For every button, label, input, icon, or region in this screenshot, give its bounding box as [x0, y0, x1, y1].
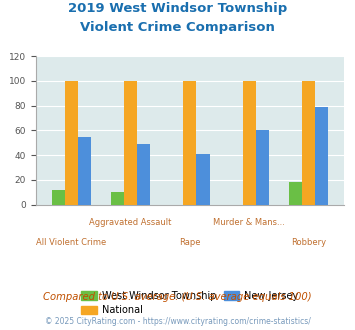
Bar	[111, 192, 124, 205]
Text: All Violent Crime: All Violent Crime	[36, 238, 106, 247]
Text: © 2025 CityRating.com - https://www.cityrating.com/crime-statistics/: © 2025 CityRating.com - https://www.city…	[45, 317, 310, 326]
Text: Rape: Rape	[179, 238, 201, 247]
Bar	[65, 81, 78, 205]
Text: 2019 West Windsor Township: 2019 West Windsor Township	[68, 2, 287, 15]
Text: Violent Crime Comparison: Violent Crime Comparison	[80, 21, 275, 34]
Text: Robbery: Robbery	[291, 238, 326, 247]
Text: Compared to U.S. average. (U.S. average equals 100): Compared to U.S. average. (U.S. average …	[43, 292, 312, 302]
Bar	[78, 137, 91, 205]
Bar	[243, 81, 256, 205]
Bar	[315, 107, 328, 205]
Bar	[196, 154, 209, 205]
Bar	[124, 81, 137, 205]
Text: Aggravated Assault: Aggravated Assault	[89, 218, 172, 227]
Bar	[289, 182, 302, 205]
Legend: West Windsor Township, National, New Jersey: West Windsor Township, National, New Jer…	[77, 287, 302, 319]
Text: Murder & Mans...: Murder & Mans...	[213, 218, 285, 227]
Bar	[184, 81, 196, 205]
Bar	[137, 144, 150, 205]
Bar	[51, 190, 65, 205]
Bar	[302, 81, 315, 205]
Bar	[256, 130, 269, 205]
